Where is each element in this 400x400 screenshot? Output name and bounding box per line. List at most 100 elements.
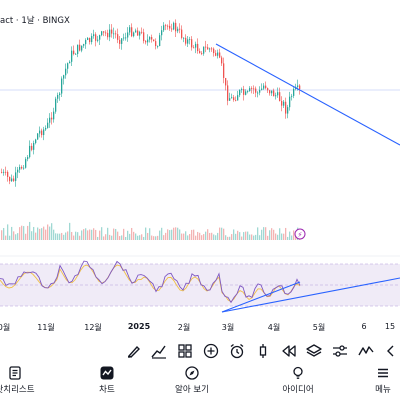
candle-body bbox=[9, 176, 11, 182]
candle-body bbox=[171, 28, 173, 30]
candle-body bbox=[123, 37, 125, 39]
nav-explore[interactable]: 알아 보기 bbox=[164, 366, 220, 395]
candle-body bbox=[189, 39, 191, 41]
candle-body bbox=[265, 85, 267, 89]
volume-bar bbox=[145, 227, 147, 240]
volume-bar bbox=[289, 231, 291, 240]
candle-body bbox=[291, 95, 293, 97]
brush-icon[interactable] bbox=[125, 342, 143, 360]
candle-body bbox=[23, 167, 25, 169]
time-label-mar: 3월 bbox=[221, 323, 235, 332]
time-label-dec: 12월 bbox=[84, 323, 102, 332]
rewind-icon[interactable] bbox=[280, 342, 298, 360]
candle-body bbox=[115, 33, 117, 35]
wave-icon[interactable] bbox=[357, 342, 375, 360]
candle-body bbox=[69, 61, 71, 64]
candle-body bbox=[27, 157, 29, 160]
volume-bar bbox=[13, 231, 15, 240]
volume-bar bbox=[139, 235, 141, 240]
volume-bar bbox=[161, 227, 163, 240]
candle-body bbox=[43, 129, 45, 136]
chart-type-icon[interactable] bbox=[176, 342, 194, 360]
nav-ideas[interactable]: 아이디어 bbox=[270, 366, 326, 395]
candle-body bbox=[289, 96, 291, 108]
nav-chart[interactable]: 차트 bbox=[84, 366, 130, 395]
candle-body bbox=[249, 88, 251, 92]
volume-bar bbox=[207, 229, 209, 240]
volume-bar bbox=[35, 232, 37, 240]
volume-bar bbox=[83, 229, 85, 240]
candle-body bbox=[109, 29, 111, 38]
candle-body bbox=[133, 32, 135, 37]
more-icon[interactable] bbox=[386, 342, 400, 360]
nav-ideas-label: 아이디어 bbox=[282, 385, 314, 395]
volume-bar bbox=[147, 232, 149, 240]
candle-body bbox=[203, 46, 205, 54]
candle-body bbox=[65, 68, 67, 76]
volume-bar bbox=[251, 234, 253, 240]
candle-body bbox=[225, 77, 227, 86]
adjust-icon[interactable] bbox=[331, 342, 349, 360]
volume-bar bbox=[169, 230, 171, 240]
volume-bar bbox=[61, 232, 63, 240]
rsi-trendline-short bbox=[221, 281, 301, 313]
menu-icon bbox=[378, 368, 388, 378]
volume-bar bbox=[267, 235, 269, 240]
candle-body bbox=[91, 36, 93, 43]
volume-bar bbox=[281, 233, 283, 240]
nav-menu[interactable]: 메뉴 bbox=[366, 366, 400, 395]
volume-bar bbox=[53, 229, 55, 240]
candle-body bbox=[181, 29, 183, 38]
candle-body bbox=[103, 31, 105, 33]
volume-bar bbox=[221, 227, 223, 240]
candle-body bbox=[71, 50, 73, 62]
layers-icon[interactable] bbox=[305, 342, 323, 360]
candle-body bbox=[197, 43, 199, 52]
volume-bar bbox=[261, 229, 263, 240]
candle-body bbox=[207, 47, 209, 50]
volume-bar bbox=[183, 233, 185, 240]
candle-body bbox=[233, 97, 235, 100]
candle-body bbox=[17, 169, 19, 173]
volume-bar bbox=[27, 225, 29, 240]
volume-bar bbox=[287, 236, 289, 240]
volume-bar bbox=[277, 234, 279, 240]
candle-body bbox=[277, 92, 279, 96]
symbol-title[interactable]: act · 1날 · BINGX bbox=[0, 16, 70, 26]
volume-bar bbox=[167, 229, 169, 240]
candle-body bbox=[257, 92, 259, 94]
volume-bar bbox=[7, 224, 9, 240]
candle-body bbox=[37, 133, 39, 140]
candle-body bbox=[239, 89, 241, 96]
candle-body bbox=[191, 39, 193, 48]
price-chart[interactable]: ⚡ bbox=[0, 0, 400, 316]
volume-bar bbox=[73, 235, 75, 240]
candle-body bbox=[41, 130, 43, 136]
candle-body bbox=[273, 90, 275, 97]
volume-bar bbox=[181, 233, 183, 240]
volume-bar bbox=[215, 235, 217, 240]
volume-bar bbox=[243, 232, 245, 240]
volume-bar bbox=[121, 235, 123, 240]
watchlist-icon bbox=[9, 366, 21, 380]
volume-bar bbox=[157, 235, 159, 240]
time-label-oct: 0월 bbox=[0, 323, 11, 332]
candle-body bbox=[209, 48, 211, 50]
candle-body bbox=[215, 53, 217, 56]
volume-bar bbox=[11, 226, 13, 240]
plus-icon[interactable] bbox=[202, 342, 220, 360]
candle-body bbox=[221, 57, 223, 64]
alarm-icon[interactable] bbox=[228, 342, 246, 360]
candle-body bbox=[167, 25, 169, 27]
trendline-icon[interactable] bbox=[150, 342, 168, 360]
volume-bar bbox=[217, 232, 219, 240]
nav-chart-label: 차트 bbox=[99, 385, 115, 395]
candle-body bbox=[125, 37, 127, 39]
candle-body bbox=[59, 93, 61, 95]
chart-area[interactable]: ⚡ act · 1날 · BINGX 0월 11월 12월 2025 2월 3월… bbox=[0, 0, 400, 338]
nav-explore-label: 알아 보기 bbox=[175, 385, 209, 395]
volume-bar bbox=[95, 229, 97, 240]
time-axis[interactable]: 0월 11월 12월 2025 2월 3월 4월 5월 6 15 bbox=[0, 316, 400, 336]
nav-watchlist[interactable]: 왓치리스트 bbox=[0, 366, 44, 395]
candle-icon[interactable] bbox=[254, 342, 272, 360]
